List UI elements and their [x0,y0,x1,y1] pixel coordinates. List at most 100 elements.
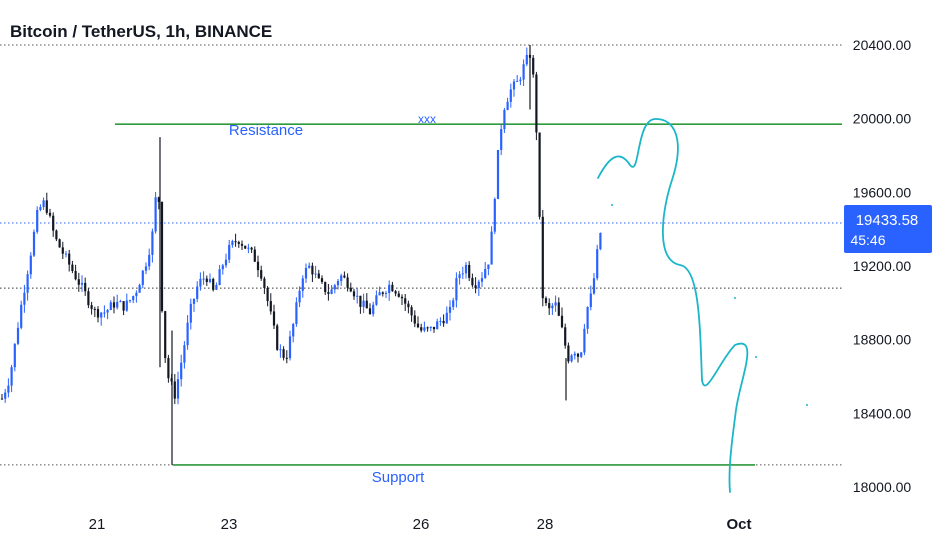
candle-body [500,129,503,150]
candle-body [506,101,509,110]
candle-body [52,215,55,231]
candle-body [71,264,74,271]
candle-body [439,320,442,322]
current-price-badge [844,204,932,253]
candle-body [160,201,164,312]
candle-body [317,273,320,279]
resistance-label: Resistance [229,122,303,139]
candle-body [388,284,391,293]
candle-body [167,358,170,379]
candle-body [356,295,359,297]
candle-body [404,298,407,304]
candle-body [260,270,263,279]
candle-body [525,54,528,65]
candle-body [205,278,208,283]
levels-layer: Resistance Support xxx [0,44,842,486]
candle-body [247,247,250,249]
candle-body [330,289,333,294]
candle-body [29,255,32,275]
y-tick-label: 18800.00 [853,332,912,348]
candle-body [458,274,461,279]
y-tick-label: 18000.00 [853,479,912,495]
y-tick-label: 19600.00 [853,184,912,200]
candle-body [554,302,557,306]
candle-body [340,275,343,282]
candle-body [551,305,554,309]
candle-body [477,281,480,289]
candle-body [100,312,103,318]
candle-body [84,282,87,292]
candle-body [87,291,90,306]
candle-body [586,307,589,329]
candle-body [423,327,426,331]
candle-body [452,300,455,307]
candle-body [157,197,160,202]
candle-body [359,295,362,307]
candle-body [308,265,311,268]
candle-body [122,301,125,311]
projection-layer [597,118,808,493]
x-tick-label: 26 [413,516,430,533]
candle-body [599,233,602,250]
candle-body [413,315,416,324]
candle-body [295,302,298,324]
candle-body [224,259,228,266]
candle-body [372,304,375,315]
candle-body [442,320,445,324]
candle-body [173,381,176,399]
candle-body [90,305,93,309]
x-tick-label: Oct [726,516,751,533]
candle-body [135,292,138,297]
candle-body [544,298,548,304]
projection-path[interactable] [597,118,749,493]
candle-body [480,278,484,282]
countdown-label: 45:46 [850,232,885,248]
candle-body [144,266,148,271]
candle-body [218,269,221,286]
resistance-marker: xxx [418,112,436,126]
candle-body [116,301,119,308]
projection-dot [611,204,613,206]
candle-body [285,357,288,359]
candle-body [228,244,231,260]
candle-body [26,274,29,293]
candle-body [61,247,64,254]
candle-body [426,327,429,329]
candle-body [266,287,269,302]
candle-body [244,245,247,249]
support-label: Support [372,469,425,486]
candle-body [199,278,202,287]
candle-body [416,323,420,328]
candle-body [20,304,23,328]
candle-body [391,284,394,292]
candle-body [77,279,80,285]
candle-body [0,398,4,400]
candle-body [55,230,58,240]
candle-body [580,352,583,357]
candle-body [314,273,317,275]
candle-body [196,286,199,299]
candle-body [320,278,324,282]
candle-body [493,198,496,232]
candle-body [151,231,154,255]
candle-body [148,254,151,267]
candle-body [253,249,256,262]
axis-layer: 20400.00 20000.00 19600.00 19200.00 18800.00… [89,0,932,550]
candle-body [407,303,410,308]
candle-body [468,265,471,278]
price-axis-bg [842,0,932,550]
candle-body [327,292,330,294]
candle-body [68,253,71,265]
candle-body [109,302,112,310]
x-tick-label: 23 [221,516,238,533]
candle-body [237,242,240,244]
candle-body [410,307,413,316]
candle-body [279,349,282,351]
candle-body [192,298,196,304]
candle-body [215,285,218,290]
candle-body [7,385,10,393]
candle-body [208,278,212,283]
candle-body [282,349,285,358]
candle-body [532,57,535,75]
